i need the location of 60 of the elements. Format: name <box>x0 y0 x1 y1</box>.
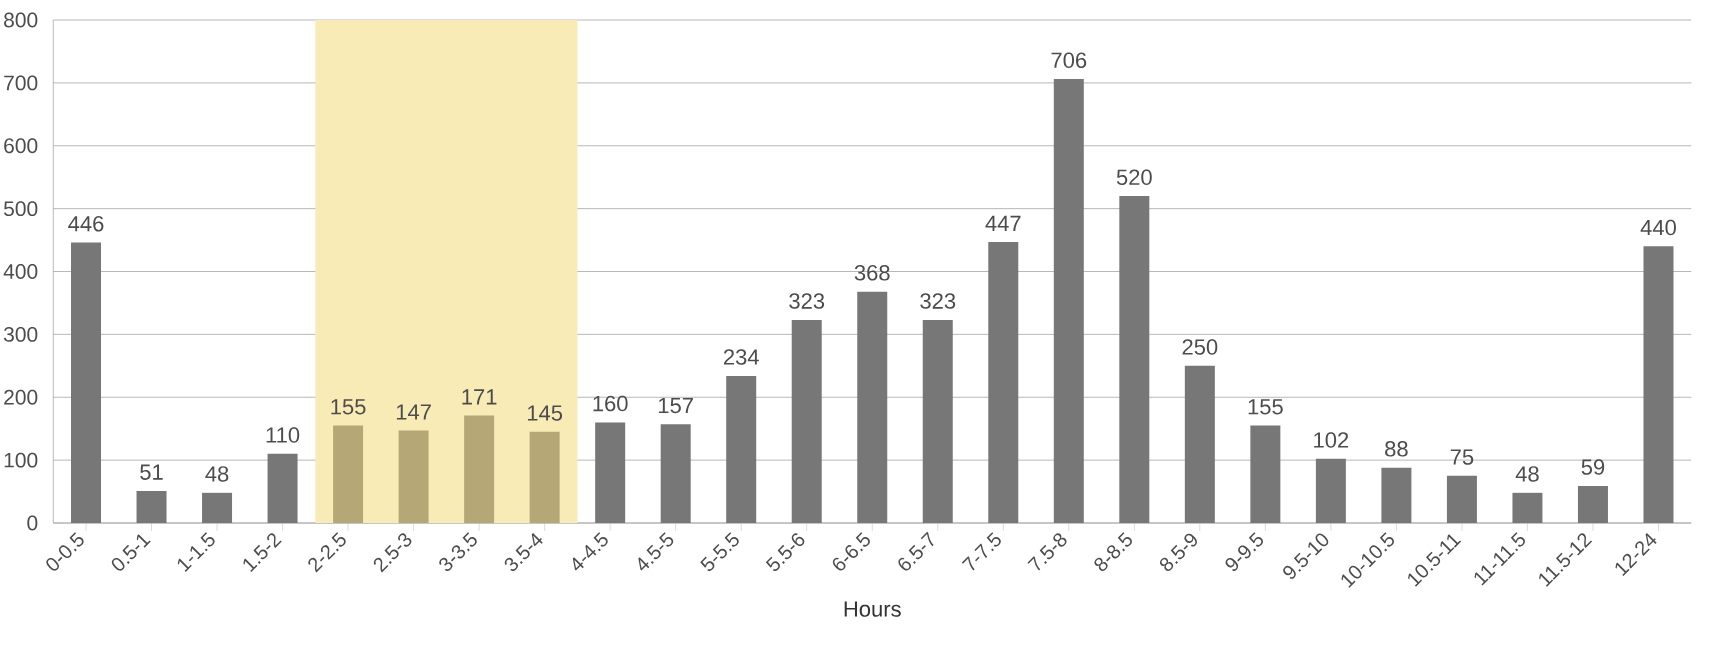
bar <box>529 431 560 523</box>
data-label: 706 <box>1051 52 1087 69</box>
bar <box>333 425 364 523</box>
data-label: 234 <box>723 349 759 365</box>
data-label: 51 <box>140 464 163 480</box>
data-label: 157 <box>659 397 693 414</box>
data-label: 48 <box>205 466 229 482</box>
bar <box>1381 467 1412 523</box>
bar <box>464 415 495 523</box>
bar <box>1053 79 1084 523</box>
bar <box>267 453 298 523</box>
y-tick-label: 100 <box>4 452 38 468</box>
bar <box>1250 425 1281 523</box>
data-label: 59 <box>1581 459 1605 475</box>
bar <box>1315 458 1346 523</box>
y-tick-label: 300 <box>3 326 38 342</box>
bar <box>660 424 691 523</box>
y-tick-label: 0 <box>27 515 38 531</box>
bar <box>71 242 102 523</box>
y-tick-label: 800 <box>4 12 38 28</box>
data-label: 110 <box>266 427 300 443</box>
data-label: 447 <box>985 215 1021 231</box>
data-label: 171 <box>462 389 497 405</box>
y-tick-label: 400 <box>3 264 38 279</box>
y-tick-label: 500 <box>3 201 38 217</box>
y-tick-label: 600 <box>4 138 38 154</box>
data-label: 160 <box>593 395 628 412</box>
data-label: 323 <box>789 293 825 309</box>
data-label: 440 <box>1640 219 1676 236</box>
x-axis-title: Hours <box>844 601 901 617</box>
data-label: 88 <box>1385 441 1408 457</box>
y-tick-label: 700 <box>4 75 38 91</box>
bar <box>1512 492 1543 523</box>
data-label: 368 <box>854 265 890 281</box>
data-label: 102 <box>1314 432 1349 448</box>
bar <box>202 492 233 523</box>
bar <box>1577 485 1608 523</box>
bar <box>857 291 888 523</box>
data-label: 155 <box>1248 399 1283 415</box>
data-label: 145 <box>527 405 563 421</box>
bar <box>1446 475 1477 523</box>
data-label: 147 <box>396 404 431 420</box>
bar <box>726 375 757 523</box>
bar <box>1643 246 1674 523</box>
bar <box>1119 196 1150 523</box>
y-tick-label: 200 <box>4 389 38 405</box>
data-label: 155 <box>331 399 366 415</box>
bar <box>988 241 1019 523</box>
bar <box>922 319 953 523</box>
bar <box>791 319 822 523</box>
data-label: 75 <box>1450 449 1474 465</box>
data-label: 520 <box>1116 169 1152 186</box>
data-label: 446 <box>68 215 104 232</box>
bar <box>136 490 167 523</box>
data-label: 250 <box>1182 339 1218 355</box>
bar <box>398 430 429 523</box>
bar <box>595 422 626 523</box>
data-label: 323 <box>920 293 956 309</box>
data-label: 48 <box>1515 466 1539 482</box>
bar <box>1184 365 1215 523</box>
